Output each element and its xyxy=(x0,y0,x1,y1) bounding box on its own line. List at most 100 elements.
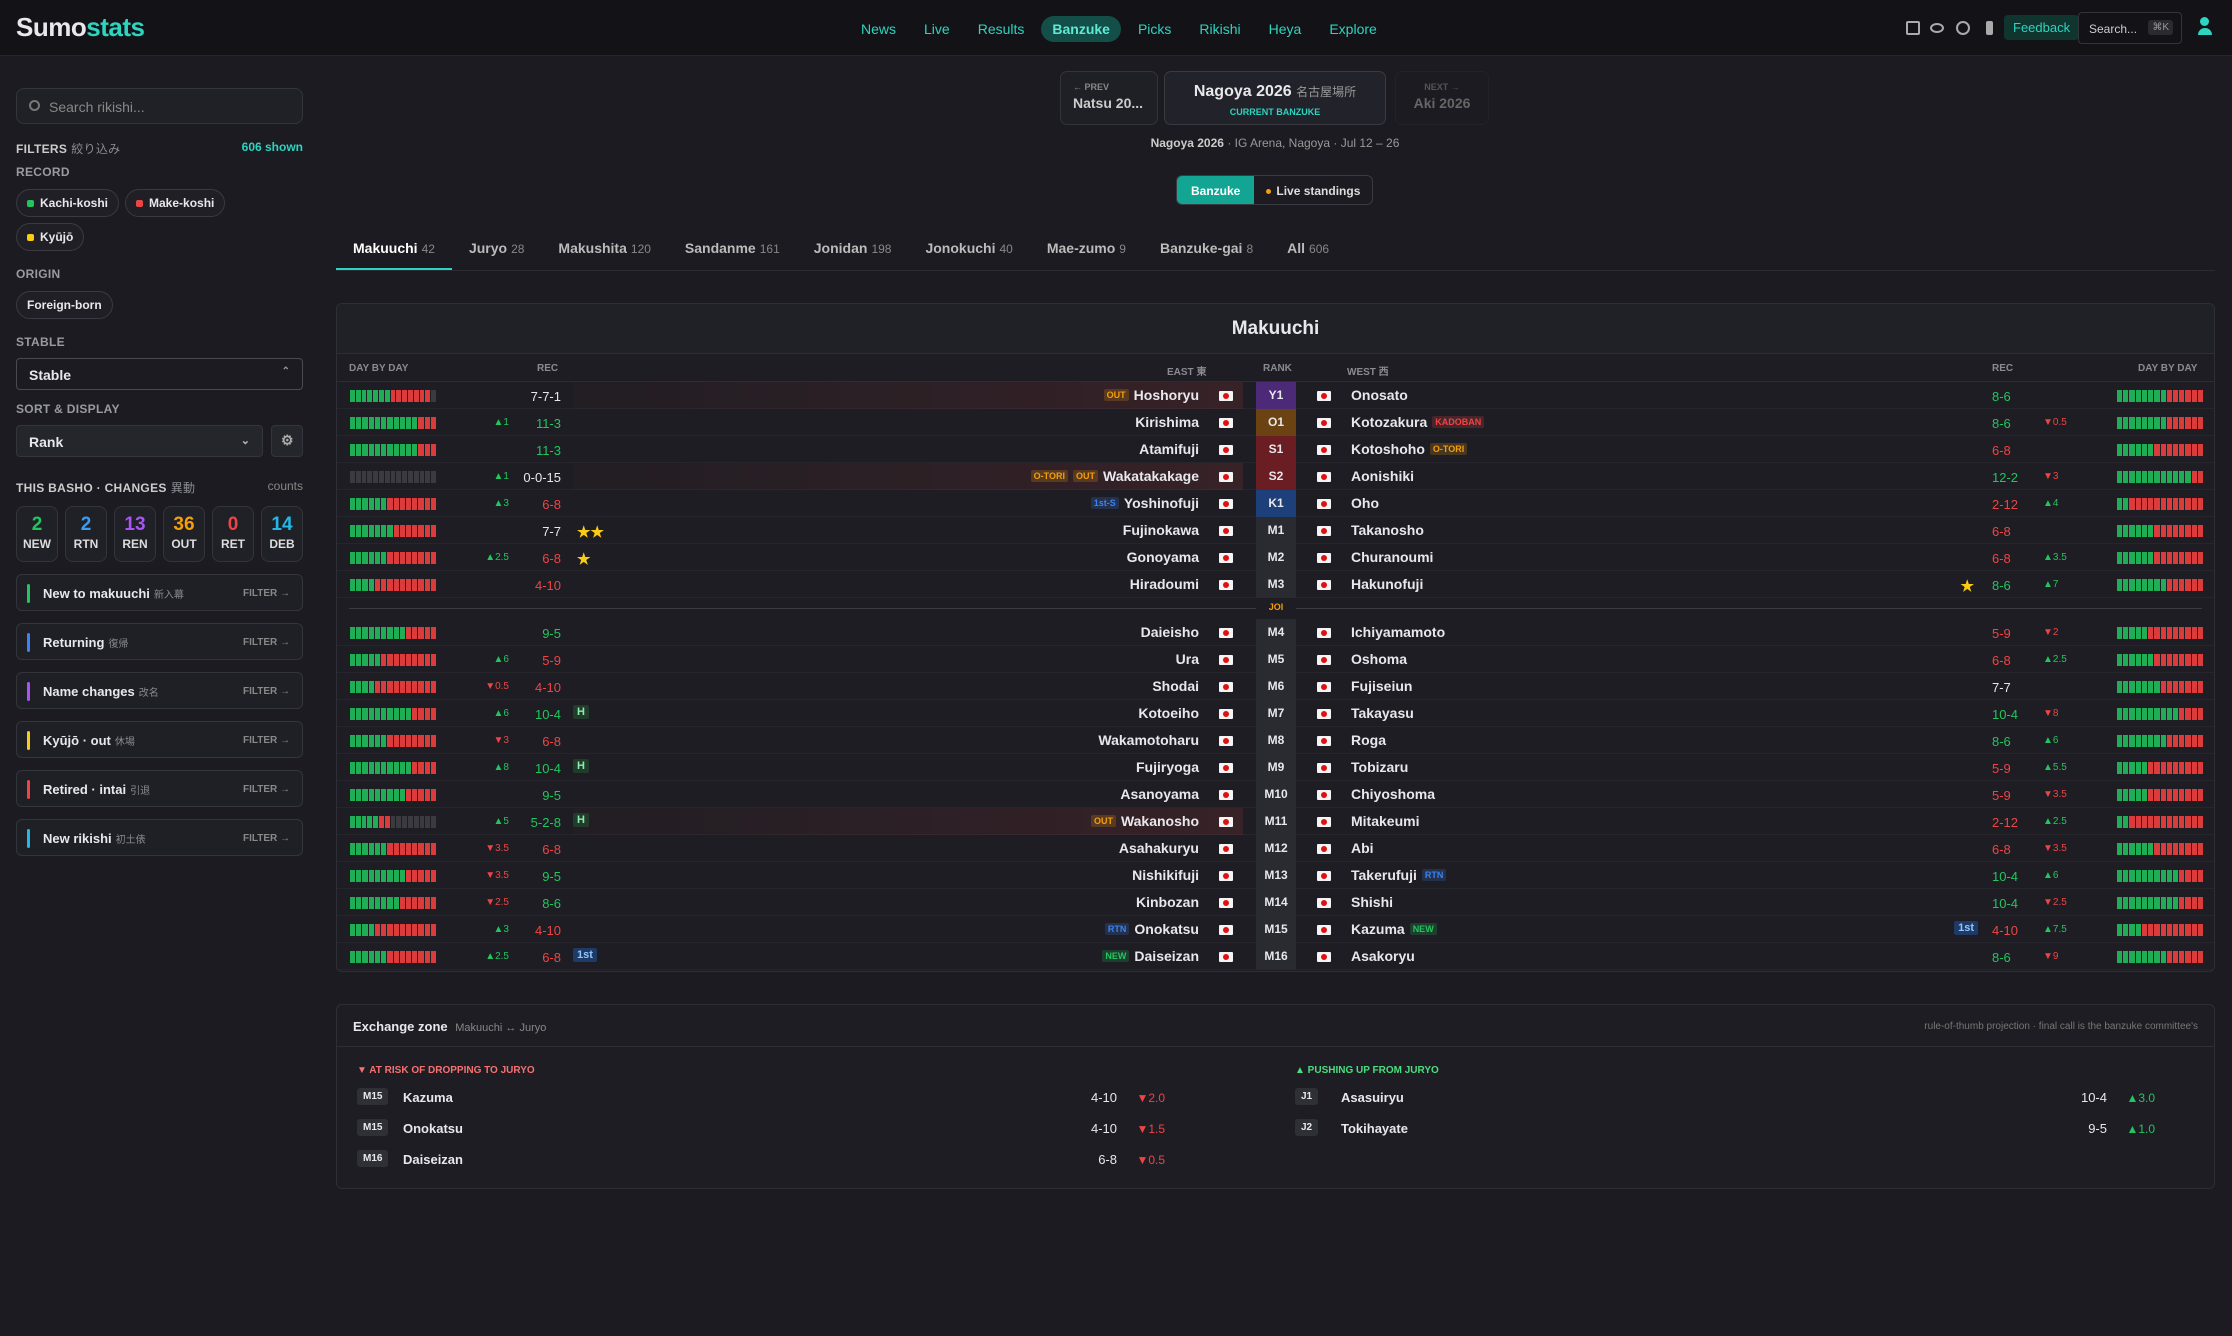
tab[interactable]: Juryo 28 xyxy=(452,236,541,270)
rikishi-name[interactable]: Roga xyxy=(1351,732,1386,748)
tab[interactable]: Sandanme 161 xyxy=(668,236,797,270)
rikishi-name[interactable]: Oho xyxy=(1351,495,1379,511)
record-chip[interactable]: Make-koshi xyxy=(125,189,226,217)
translate-icon[interactable] xyxy=(1906,21,1920,35)
banzuke-row[interactable]: ▼2.5 8-6 Kinbozan M14 Shishi 10-4 ▼2.5 xyxy=(337,889,2214,916)
rikishi-name[interactable]: Shishi xyxy=(1351,894,1394,910)
rikishi-name[interactable]: Fujiseiun xyxy=(1351,678,1413,694)
user-icon[interactable] xyxy=(2198,17,2212,37)
rikishi-name[interactable]: Asanoyama xyxy=(1120,786,1199,802)
rikishi-name[interactable]: Tobizaru xyxy=(1351,759,1409,775)
rikishi-name[interactable]: Yoshinofuji xyxy=(1123,495,1199,511)
exchange-row[interactable]: M15 Onokatsu 4-10 ▼1.5 xyxy=(357,1116,1257,1142)
banzuke-row[interactable]: ▲6 5-9 Ura M5 Oshoma 6-8 ▲2.5 xyxy=(337,646,2214,673)
rikishi-name[interactable]: Ura xyxy=(1175,651,1199,667)
filter-item[interactable]: Returning 復帰 FILTER → xyxy=(16,623,303,660)
toggle-option[interactable]: Live standings xyxy=(1254,176,1372,204)
eye-icon[interactable] xyxy=(1930,23,1944,33)
banzuke-row[interactable]: 7-7-1 OUT Hoshoryu Y1 Onosato 8-6 xyxy=(337,382,2214,409)
banzuke-row[interactable]: 7-7 ★★ Fujinokawa M1 Takanosho 6-8 xyxy=(337,517,2214,544)
theme-icon[interactable] xyxy=(1956,21,1970,35)
origin-chip[interactable]: Foreign-born xyxy=(16,291,113,319)
banzuke-row[interactable]: ▲5 5-2-8 H OUT Wakanosho M11 Mitakeumi 2-12 ▲2.5 xyxy=(337,808,2214,835)
tab[interactable]: Jonokuchi 40 xyxy=(908,236,1029,270)
tab[interactable]: Makuuchi 42 xyxy=(336,236,452,270)
banzuke-row[interactable]: ▲3 4-10 RTN Onokatsu M15 Kazuma NEW 1st 4-10 ▲7.5 xyxy=(337,916,2214,943)
rikishi-name[interactable]: Wakanosho xyxy=(1120,813,1199,829)
banzuke-row[interactable]: ▼3.5 6-8 Asahakuryu M12 Abi 6-8 ▼3.5 xyxy=(337,835,2214,862)
nav-link[interactable]: News xyxy=(861,21,897,37)
rikishi-name[interactable]: Kotoshoho xyxy=(1351,441,1425,457)
record-chip[interactable]: Kyūjō xyxy=(16,223,85,251)
tab[interactable]: All 606 xyxy=(1270,236,1346,270)
rikishi-name[interactable]: Takerufuji xyxy=(1351,867,1417,883)
filter-item[interactable]: Kyūjō · out 休場 FILTER → xyxy=(16,721,303,758)
rikishi-name[interactable]: Kirishima xyxy=(1135,414,1199,430)
rikishi-name[interactable]: Kinbozan xyxy=(1136,894,1199,910)
rikishi-name[interactable]: Asakoryu xyxy=(1351,948,1415,964)
filter-item[interactable]: Retired · intai 引退 FILTER → xyxy=(16,770,303,807)
nav-link[interactable]: Rikishi xyxy=(1199,21,1241,37)
banzuke-row[interactable]: ▲1 11-3 Kirishima O1 Kotozakura KADOBAN 8-6 ▼0.… xyxy=(337,409,2214,436)
rikishi-name[interactable]: Aonishiki xyxy=(1351,468,1415,484)
rikishi-name[interactable]: Wakamotoharu xyxy=(1098,732,1199,748)
nav-link[interactable]: Heya xyxy=(1268,21,1302,37)
rikishi-name[interactable]: Kazuma xyxy=(1351,921,1405,937)
banzuke-row[interactable]: 4-10 Hiradoumi M3 Hakunofuji ★ 8-6 ▲7 xyxy=(337,571,2214,598)
current-basho[interactable]: Nagoya 2026 名古屋場所 CURRENT BANZUKE xyxy=(1164,71,1386,125)
rikishi-name[interactable]: Fujinokawa xyxy=(1122,522,1199,538)
exchange-row[interactable]: J1 Asasuiryu 10-4 ▲3.0 xyxy=(1295,1085,2195,1111)
rikishi-name[interactable]: Takayasu xyxy=(1351,705,1414,721)
banzuke-row[interactable]: ▼3 6-8 Wakamotoharu M8 Roga 8-6 ▲6 xyxy=(337,727,2214,754)
banzuke-row[interactable]: 11-3 Atamifuji S1 Kotoshoho O-TORI 6-8 xyxy=(337,436,2214,463)
exchange-row[interactable]: J2 Tokihayate 9-5 ▲1.0 xyxy=(1295,1116,2195,1142)
filter-item[interactable]: New to makuuchi 新入幕 FILTER → xyxy=(16,574,303,611)
stable-select[interactable]: Stable ⌃ xyxy=(16,358,303,390)
rikishi-name[interactable]: Churanoumi xyxy=(1351,549,1434,565)
logo[interactable]: Sumostats xyxy=(16,12,145,43)
nav-link[interactable]: Live xyxy=(924,21,950,37)
banzuke-row[interactable]: ▲8 10-4 H Fujiryoga M9 Tobizaru 5-9 ▲5.5 xyxy=(337,754,2214,781)
rikishi-name[interactable]: Hakunofuji xyxy=(1351,576,1424,592)
tab[interactable]: Makushita 120 xyxy=(541,236,668,270)
rikishi-name[interactable]: Fujiryoga xyxy=(1135,759,1199,775)
nav-link[interactable]: Picks xyxy=(1137,21,1172,37)
rikishi-name[interactable]: Oshoma xyxy=(1351,651,1408,667)
banzuke-row[interactable]: ▲6 10-4 H Kotoeiho M7 Takayasu 10-4 ▼8 xyxy=(337,700,2214,727)
feedback-button[interactable]: Feedback xyxy=(2004,15,2080,40)
rikishi-name[interactable]: Takanosho xyxy=(1351,522,1424,538)
toggle-option[interactable]: Banzuke xyxy=(1177,176,1255,204)
nav-link[interactable]: Results xyxy=(977,21,1025,37)
exchange-row[interactable]: M16 Daiseizan 6-8 ▼0.5 xyxy=(357,1147,1257,1173)
rikishi-name[interactable]: Onokatsu xyxy=(1134,921,1199,937)
rikishi-name[interactable]: Daieisho xyxy=(1140,624,1199,640)
exchange-row[interactable]: M15 Kazuma 4-10 ▼2.0 xyxy=(357,1085,1257,1111)
rikishi-name[interactable]: Kotozakura xyxy=(1351,414,1428,430)
settings-button[interactable]: ⚙ xyxy=(271,425,303,457)
rikishi-name[interactable]: Asahakuryu xyxy=(1118,840,1199,856)
banzuke-row[interactable]: ▲2.5 6-8 ★ Gonoyama M2 Churanoumi 6-8 ▲3.5 xyxy=(337,544,2214,571)
banzuke-row[interactable]: ▲3 6-8 1st-S Yoshinofuji K1 Oho 2-12 ▲4 xyxy=(337,490,2214,517)
filter-item[interactable]: Name changes 改名 FILTER → xyxy=(16,672,303,709)
rikishi-name[interactable]: Onosato xyxy=(1351,387,1408,403)
tab[interactable]: Mae-zumo 9 xyxy=(1030,236,1143,270)
rikishi-name[interactable]: Nishikifuji xyxy=(1132,867,1199,883)
prev-basho[interactable]: ← PREV Natsu 20... xyxy=(1060,71,1158,125)
banzuke-row[interactable]: ▲1 0-0-15 O-TORI OUT Wakatakakage S2 Aonishiki… xyxy=(337,463,2214,490)
banzuke-row[interactable]: ▼3.5 9-5 Nishikifuji M13 Takerufuji RTN 10-4 ▲6 xyxy=(337,862,2214,889)
next-basho[interactable]: NEXT → Aki 2026 xyxy=(1395,71,1489,125)
rikishi-name[interactable]: Ichiyamamoto xyxy=(1351,624,1446,640)
filter-item[interactable]: New rikishi 初土俵 FILTER → xyxy=(16,819,303,856)
rikishi-name[interactable]: Daiseizan xyxy=(1134,948,1199,964)
nav-link[interactable]: Explore xyxy=(1329,21,1377,37)
rikishi-name[interactable]: Wakatakakage xyxy=(1103,468,1199,484)
search-input[interactable]: Search rikishi... xyxy=(16,88,303,124)
banzuke-row[interactable]: 9-5 Daieisho M4 Ichiyamamoto 5-9 ▼2 xyxy=(337,619,2214,646)
sort-select[interactable]: Rank ⌄ xyxy=(16,425,263,457)
rikishi-name[interactable]: Chiyoshoma xyxy=(1351,786,1436,802)
tab[interactable]: Banzuke-gai 8 xyxy=(1143,236,1270,270)
tab[interactable]: Jonidan 198 xyxy=(797,236,909,270)
rikishi-name[interactable]: Hoshoryu xyxy=(1133,387,1199,403)
banzuke-row[interactable]: ▲2.5 6-8 1st NEW Daiseizan M16 Asakoryu 8-6 ▼9 xyxy=(337,943,2214,970)
rikishi-name[interactable]: Kotoeiho xyxy=(1138,705,1199,721)
